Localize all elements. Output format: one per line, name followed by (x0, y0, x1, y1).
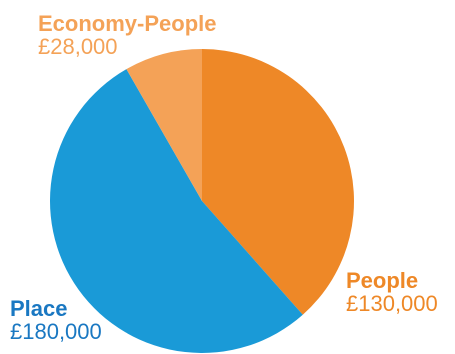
label-place: Place £180,000 (10, 297, 102, 343)
label-people: People £130,000 (346, 269, 438, 315)
pie-slice-place (49, 69, 303, 354)
label-economy-people: Economy-People £28,000 (38, 12, 216, 58)
pie-slice-economy-people (126, 49, 202, 201)
pie-slice-people (202, 49, 354, 315)
place-name: Place (10, 296, 68, 321)
place-value: £180,000 (10, 319, 102, 345)
economy-people-value: £28,000 (38, 34, 118, 60)
people-name: People (346, 268, 419, 293)
people-value: £130,000 (346, 291, 438, 317)
economy-people-name: Economy-People (38, 11, 217, 36)
